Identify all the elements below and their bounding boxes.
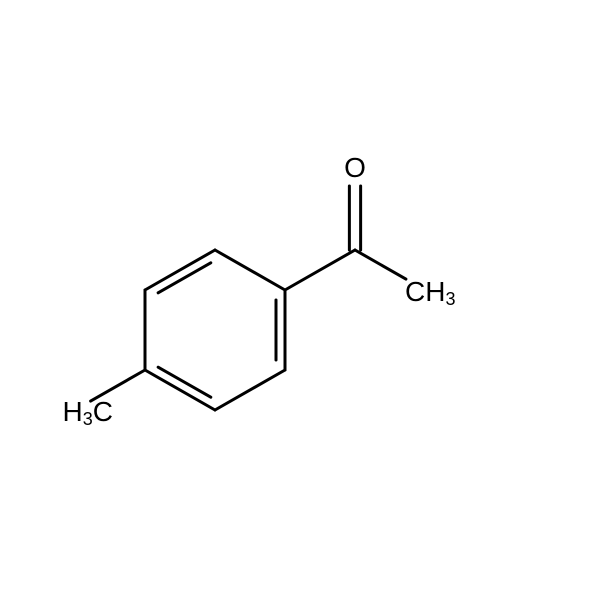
atom-label-mR: CH3 — [405, 276, 455, 308]
molecule-diagram: H3C O CH3 — [0, 0, 600, 600]
bond-r3-cc — [285, 250, 355, 290]
bond-r2-r3 — [215, 250, 285, 290]
bond-r1-r2-outer — [145, 250, 215, 290]
atom-label-mL: H3C — [63, 396, 113, 428]
bond-r5-r6-outer — [145, 370, 215, 410]
bond-cc-mR — [355, 250, 406, 279]
bond-r4-r5 — [215, 370, 285, 410]
atom-label-o: O — [344, 152, 366, 183]
